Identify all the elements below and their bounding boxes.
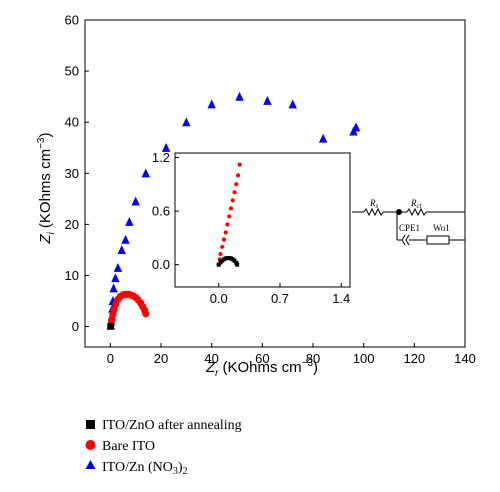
y-tick-label: 20 <box>65 217 79 232</box>
inset-point-circle <box>221 237 227 242</box>
y-tick-label: 0 <box>72 319 79 334</box>
rct-label: Rct <box>410 198 423 210</box>
main-data-points <box>106 91 361 330</box>
inset-point-circle <box>225 222 230 227</box>
x-tick-label: 20 <box>154 351 168 366</box>
inset-y-tick-label: 0.0 <box>152 257 170 272</box>
inset-x-tick-label: 0.0 <box>210 291 228 306</box>
data-point-circle <box>110 306 118 314</box>
x-axis-title: Zr (KOhms cm−3) <box>205 358 318 379</box>
x-tick-label: 140 <box>454 351 476 366</box>
legend-triangle-marker <box>85 460 96 469</box>
rct-resistor-icon <box>406 207 427 217</box>
inset-y-tick-label: 1.2 <box>152 150 170 165</box>
data-point-triangle <box>182 117 191 127</box>
data-point-circle <box>142 310 150 318</box>
legend: ITO/ZnO after annealing Bare ITO ITO/Zn … <box>85 418 242 477</box>
y-tick-label: 30 <box>65 166 79 181</box>
data-point-triangle <box>235 91 244 101</box>
data-point-triangle <box>207 99 216 109</box>
inset-point-circle <box>230 198 235 203</box>
inset-point-circle <box>220 244 225 249</box>
inset-x-tick-label: 0.7 <box>271 291 289 306</box>
cpe-label: CPE1 <box>399 223 420 233</box>
legend-label-zno-annealed: ITO/ZnO after annealing <box>102 418 242 433</box>
warburg-element-icon <box>426 235 450 245</box>
y-axis-ticks: 0 10 20 30 40 50 60 <box>65 13 89 334</box>
y-tick-label: 40 <box>65 115 79 130</box>
inset-point-circle <box>227 214 232 219</box>
equivalent-circuit-diagram <box>352 207 466 246</box>
legend-label-zn-nitrate: ITO/Zn (NO3)2 <box>102 460 188 477</box>
inset-point-circle <box>228 206 234 211</box>
inset-data-points <box>216 162 242 267</box>
y-tick-label: 60 <box>65 13 79 28</box>
rs-label: Rs <box>369 198 379 210</box>
inset-point-circle <box>232 190 237 195</box>
legend-square-marker <box>86 420 95 429</box>
legend-circle-marker <box>85 440 96 450</box>
cpe-element-icon <box>401 234 410 246</box>
inset-point-circle <box>223 230 228 235</box>
data-point-triangle <box>288 99 297 109</box>
inset-point-circle <box>237 162 242 167</box>
inset-point-circle <box>218 251 223 257</box>
y-axis-title: Zi(KOhms cm−3) <box>36 133 57 245</box>
data-point-triangle <box>141 168 150 178</box>
inset-point-circle <box>235 173 241 178</box>
x-tick-label: 60 <box>255 351 269 366</box>
main-plot-frame <box>84 19 466 348</box>
inset-y-ticks: 0.0 0.6 1.2 <box>152 150 179 272</box>
data-point-triangle <box>125 216 134 226</box>
data-point-square <box>107 323 114 330</box>
inset-point-square <box>235 262 240 267</box>
inset-y-tick-label: 0.6 <box>152 204 170 219</box>
x-tick-label: 40 <box>204 351 218 366</box>
y-tick-label: 50 <box>65 64 79 79</box>
x-tick-label: 80 <box>306 351 320 366</box>
inset-frame <box>174 152 351 288</box>
wo-label: Wo1 <box>433 223 450 233</box>
data-point-triangle <box>263 95 272 105</box>
inset-point-circle <box>234 182 239 187</box>
data-point-triangle <box>161 142 171 152</box>
y-tick-label: 10 <box>65 268 79 283</box>
data-point-triangle <box>121 234 130 244</box>
data-point-triangle <box>117 245 126 255</box>
x-axis-ticks: 0 20 40 60 80 100 120 140 <box>107 343 476 366</box>
inset-point-square <box>216 262 221 267</box>
rs-resistor-icon <box>363 207 384 217</box>
x-tick-label: 100 <box>353 351 375 366</box>
x-tick-label: 0 <box>107 351 114 366</box>
data-point-triangle <box>318 133 328 143</box>
inset-x-ticks: 0.0 0.7 1.4 <box>210 283 350 306</box>
x-tick-label: 120 <box>403 351 425 366</box>
data-point-triangle <box>351 122 361 132</box>
data-point-triangle <box>113 262 123 272</box>
data-point-triangle <box>111 273 120 283</box>
data-point-circle <box>108 316 116 325</box>
legend-label-bare-ito: Bare ITO <box>102 439 155 454</box>
data-point-triangle <box>109 283 118 293</box>
inset-point-square <box>232 258 237 263</box>
inset-x-tick-label: 1.4 <box>332 291 350 306</box>
data-point-triangle <box>131 196 140 206</box>
